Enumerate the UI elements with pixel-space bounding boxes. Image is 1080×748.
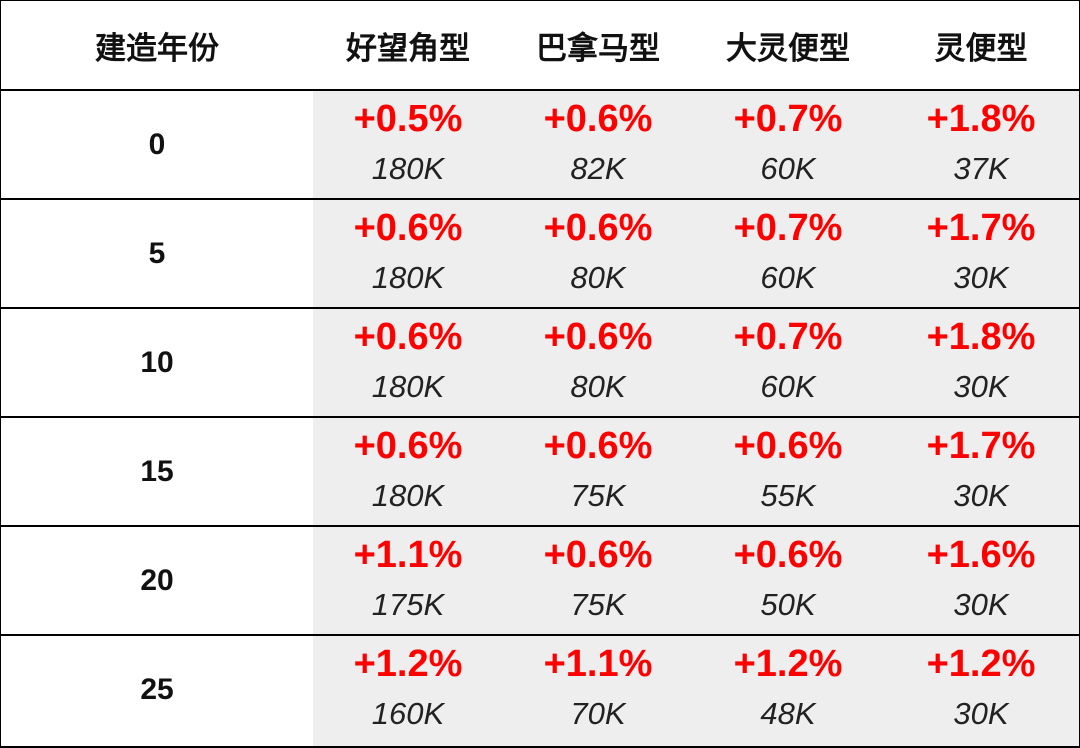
change-percent: +1.2% — [733, 643, 843, 685]
value-label: 30K — [953, 696, 1009, 731]
table-cell: +0.5% 180K — [313, 91, 503, 198]
value-label: 175K — [371, 587, 445, 622]
value-label: 48K — [760, 696, 816, 731]
value-label: 80K — [570, 369, 626, 404]
change-percent: +0.6% — [543, 316, 653, 358]
value-label: 60K — [760, 151, 816, 186]
table-cell: +0.6% 82K — [503, 91, 693, 198]
value-label: 30K — [953, 369, 1009, 404]
header-ship-type: 大灵便型 — [726, 31, 850, 67]
change-percent: +1.2% — [353, 643, 463, 685]
table-row: 0 +0.5% 180K +0.6% 82K +0.7% 60K +1.8% 37K — [0, 91, 1080, 200]
value-label: 60K — [760, 369, 816, 404]
header-ship-type: 巴拿马型 — [536, 31, 660, 67]
value-label: 75K — [570, 478, 626, 513]
build-year: 0 — [148, 127, 166, 161]
table-cell: +1.8% 37K — [883, 91, 1079, 198]
value-label: 30K — [953, 587, 1009, 622]
change-percent: +1.8% — [926, 316, 1036, 358]
change-percent: +0.6% — [733, 534, 843, 576]
table-cell: +1.1% 70K — [503, 636, 693, 743]
value-label: 70K — [570, 696, 626, 731]
value-label: 180K — [371, 260, 445, 295]
header-row: 建造年份 好望角型 巴拿马型 大灵便型 灵便型 — [0, 0, 1080, 91]
table-cell: +0.6% 180K — [313, 309, 503, 416]
change-percent: +0.6% — [733, 425, 843, 467]
row-shade — [313, 418, 1079, 525]
row-shade — [313, 91, 1079, 198]
table-cell: +0.6% 55K — [693, 418, 883, 525]
value-label: 180K — [371, 151, 445, 186]
table-cell: +0.6% 180K — [313, 418, 503, 525]
table-cell: +0.6% 180K — [313, 200, 503, 307]
row-shade — [313, 527, 1079, 634]
table-cell: +1.7% 30K — [883, 418, 1079, 525]
build-year: 15 — [140, 454, 174, 488]
table-cell: +0.7% 60K — [693, 309, 883, 416]
table-cell: +1.7% 30K — [883, 200, 1079, 307]
value-label: 50K — [760, 587, 816, 622]
build-year: 25 — [140, 672, 174, 706]
value-label: 160K — [371, 696, 445, 731]
table-cell: +1.2% 30K — [883, 636, 1079, 743]
table-cell: +1.2% 160K — [313, 636, 503, 743]
table-row: 10 +0.6% 180K +0.6% 80K +0.7% 60K +1.8% 30K — [0, 309, 1080, 418]
table-cell: +0.6% 75K — [503, 418, 693, 525]
value-label: 60K — [760, 260, 816, 295]
change-percent: +0.5% — [353, 98, 463, 140]
value-label: 82K — [570, 151, 626, 186]
table-cell: +0.6% 80K — [503, 200, 693, 307]
value-label: 180K — [371, 369, 445, 404]
table-cell: +0.7% 60K — [693, 200, 883, 307]
row-shade — [313, 200, 1079, 307]
build-year: 10 — [140, 345, 174, 379]
change-percent: +0.6% — [543, 534, 653, 576]
change-percent: +0.6% — [543, 425, 653, 467]
change-percent: +1.7% — [926, 207, 1036, 249]
change-percent: +1.2% — [926, 643, 1036, 685]
row-shade — [313, 636, 1079, 746]
change-percent: +1.8% — [926, 98, 1036, 140]
change-percent: +0.6% — [353, 316, 463, 358]
row-shade — [313, 309, 1079, 416]
table-cell: +0.7% 60K — [693, 91, 883, 198]
table-cell: +0.6% 75K — [503, 527, 693, 634]
change-percent: +1.7% — [926, 425, 1036, 467]
change-percent: +1.6% — [926, 534, 1036, 576]
table-row: 25 +1.2% 160K +1.1% 70K +1.2% 48K +1.2% 30K — [0, 636, 1080, 748]
table-row: 20 +1.1% 175K +0.6% 75K +0.6% 50K +1.6% 30K — [0, 527, 1080, 636]
header-year: 建造年份 — [95, 31, 219, 67]
value-label: 37K — [953, 151, 1009, 186]
table-row: 5 +0.6% 180K +0.6% 80K +0.7% 60K +1.7% 30K — [0, 200, 1080, 309]
build-year: 20 — [140, 563, 174, 597]
change-percent: +0.6% — [353, 425, 463, 467]
value-label: 30K — [953, 478, 1009, 513]
change-percent: +1.1% — [543, 643, 653, 685]
table-cell: +1.6% 30K — [883, 527, 1079, 634]
table-cell: +0.6% 80K — [503, 309, 693, 416]
change-percent: +0.6% — [353, 207, 463, 249]
change-percent: +0.6% — [543, 207, 653, 249]
change-percent: +0.7% — [733, 207, 843, 249]
change-percent: +1.1% — [353, 534, 463, 576]
value-label: 30K — [953, 260, 1009, 295]
header-ship-type: 好望角型 — [346, 31, 470, 67]
table-cell: +1.2% 48K — [693, 636, 883, 743]
value-label: 75K — [570, 587, 626, 622]
table-cell: +1.1% 175K — [313, 527, 503, 634]
build-year: 5 — [148, 236, 166, 270]
change-percent: +0.7% — [733, 316, 843, 358]
value-label: 80K — [570, 260, 626, 295]
table-cell: +1.8% 30K — [883, 309, 1079, 416]
value-label: 180K — [371, 478, 445, 513]
table-row: 15 +0.6% 180K +0.6% 75K +0.6% 55K +1.7% 30K — [0, 418, 1080, 527]
change-percent: +0.7% — [733, 98, 843, 140]
value-label: 55K — [760, 478, 816, 513]
header-ship-type: 灵便型 — [934, 31, 1028, 67]
table-cell: +0.6% 50K — [693, 527, 883, 634]
change-percent: +0.6% — [543, 98, 653, 140]
